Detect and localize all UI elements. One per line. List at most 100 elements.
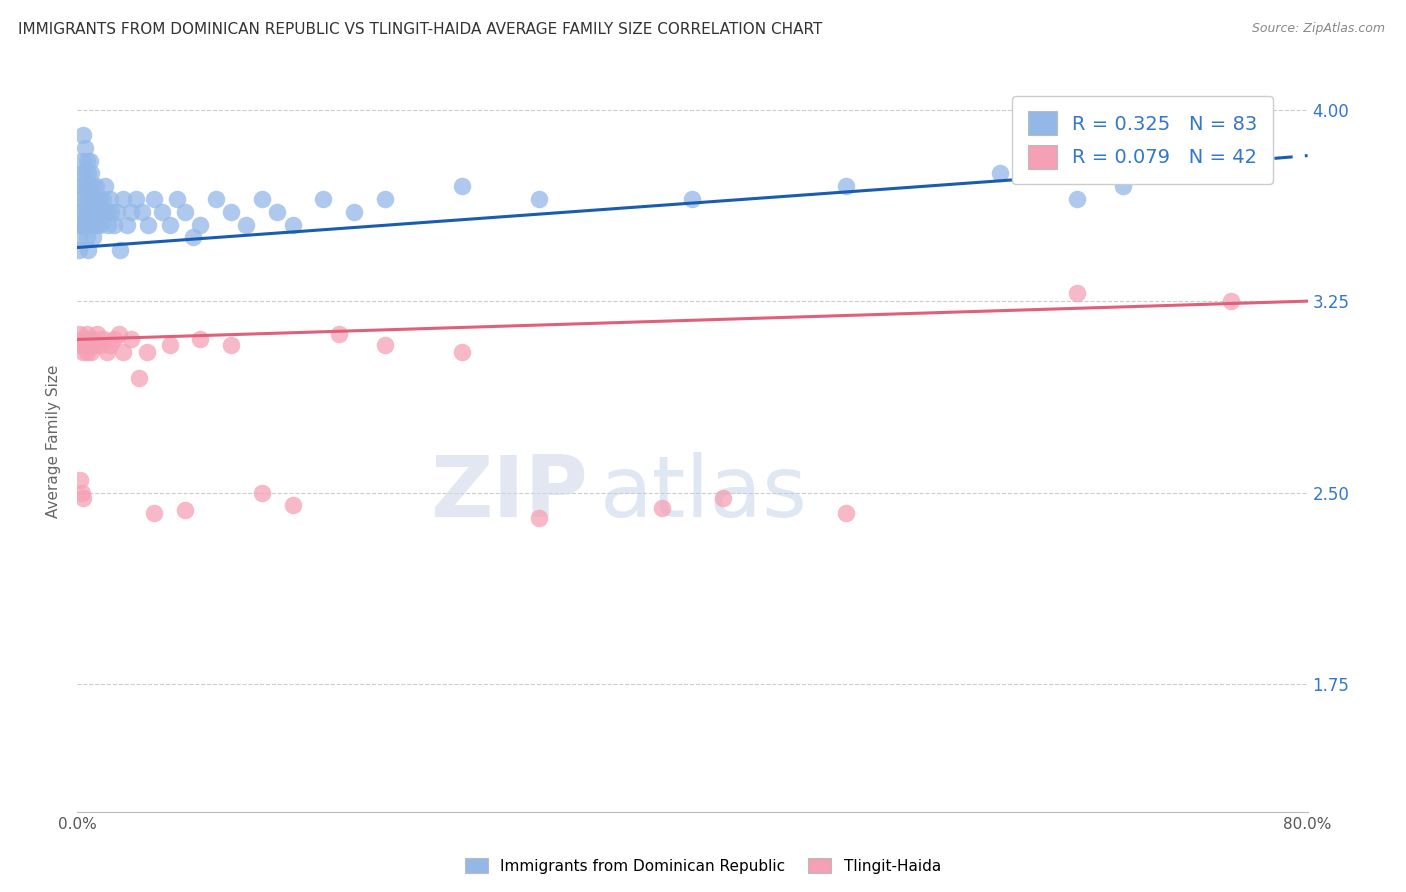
Point: [79, 179, 101, 194]
Point: [72, 128, 94, 143]
Text: Source: ZipAtlas.com: Source: ZipAtlas.com: [1251, 22, 1385, 36]
Point: [76, 179, 98, 194]
Point: [988, 166, 1011, 180]
Point: [84, 204, 107, 219]
Point: [100, 204, 122, 219]
Point: [250, 485, 273, 500]
Point: [527, 192, 550, 206]
Point: [103, 218, 125, 232]
Point: [682, 192, 704, 206]
Point: [83, 218, 105, 232]
Point: [84, 179, 107, 194]
Point: [70, 333, 93, 347]
Point: [69, 337, 91, 351]
Point: [82, 204, 104, 219]
Point: [83, 192, 105, 206]
Point: [79, 153, 101, 168]
Point: [80, 192, 103, 206]
Point: [219, 204, 242, 219]
Point: [1174, 166, 1197, 180]
Point: [87, 204, 110, 219]
Point: [159, 218, 181, 232]
Point: [96, 345, 118, 359]
Text: ZIP: ZIP: [430, 452, 588, 535]
Point: [86, 218, 108, 232]
Point: [72, 179, 94, 194]
Point: [181, 230, 204, 244]
Point: [374, 192, 396, 206]
Y-axis label: Average Family Size: Average Family Size: [46, 365, 62, 518]
Point: [77, 333, 100, 347]
Point: [82, 179, 104, 194]
Point: [103, 333, 125, 347]
Point: [128, 370, 150, 384]
Point: [82, 333, 104, 347]
Point: [143, 506, 166, 520]
Point: [77, 243, 100, 257]
Point: [235, 218, 257, 232]
Point: [1112, 179, 1135, 194]
Point: [73, 337, 96, 351]
Point: [73, 218, 96, 232]
Text: atlas: atlas: [600, 452, 808, 535]
Point: [120, 333, 142, 347]
Point: [105, 204, 128, 219]
Point: [188, 333, 212, 347]
Point: [97, 218, 120, 232]
Point: [651, 500, 673, 515]
Point: [69, 473, 91, 487]
Point: [328, 327, 350, 342]
Point: [70, 153, 93, 168]
Point: [77, 192, 100, 206]
Point: [250, 192, 273, 206]
Point: [69, 179, 91, 194]
Point: [70, 218, 93, 232]
Point: [89, 218, 111, 232]
Point: [72, 491, 94, 505]
Legend: Immigrants from Dominican Republic, Tlingit-Haida: Immigrants from Dominican Republic, Tlin…: [460, 852, 946, 880]
Point: [120, 204, 142, 219]
Point: [67, 243, 90, 257]
Point: [115, 218, 138, 232]
Point: [96, 204, 118, 219]
Point: [450, 345, 472, 359]
Point: [73, 192, 96, 206]
Point: [70, 192, 93, 206]
Point: [374, 337, 396, 351]
Point: [98, 337, 121, 351]
Point: [73, 166, 96, 180]
Point: [1066, 286, 1088, 301]
Point: [112, 345, 135, 359]
Point: [219, 337, 242, 351]
Point: [204, 192, 226, 206]
Text: IMMIGRANTS FROM DOMINICAN REPUBLIC VS TLINGIT-HAIDA AVERAGE FAMILY SIZE CORRELAT: IMMIGRANTS FROM DOMINICAN REPUBLIC VS TL…: [18, 22, 823, 37]
Point: [79, 337, 101, 351]
Point: [76, 153, 98, 168]
Point: [188, 218, 212, 232]
Point: [450, 179, 472, 194]
Point: [135, 345, 157, 359]
Point: [110, 243, 132, 257]
Point: [89, 192, 111, 206]
Point: [69, 218, 91, 232]
Point: [150, 204, 173, 219]
Legend: R = 0.325   N = 83, R = 0.079   N = 42: R = 0.325 N = 83, R = 0.079 N = 42: [1012, 95, 1274, 184]
Point: [98, 192, 121, 206]
Point: [711, 491, 734, 505]
Point: [125, 192, 148, 206]
Point: [80, 345, 103, 359]
Point: [112, 192, 135, 206]
Point: [1219, 294, 1241, 309]
Point: [93, 192, 115, 206]
Point: [312, 192, 335, 206]
Point: [1234, 153, 1257, 168]
Point: [80, 218, 103, 232]
Point: [174, 503, 197, 517]
Point: [281, 218, 304, 232]
Point: [266, 204, 288, 219]
Point: [67, 327, 90, 342]
Point: [86, 192, 108, 206]
Point: [343, 204, 366, 219]
Point: [136, 218, 159, 232]
Point: [80, 166, 103, 180]
